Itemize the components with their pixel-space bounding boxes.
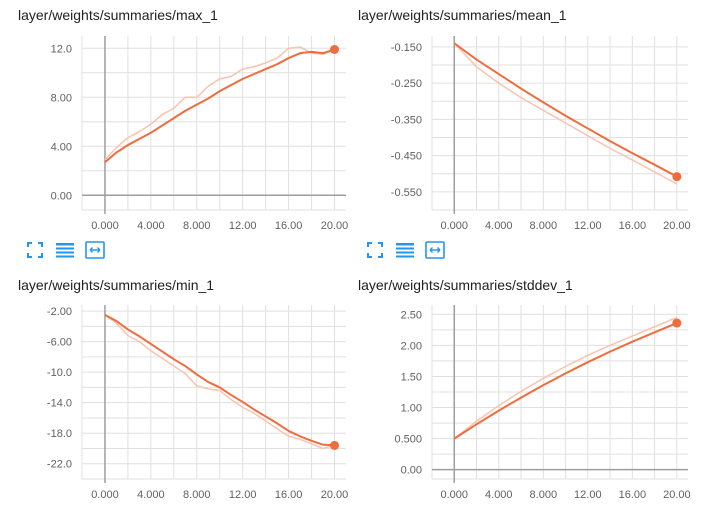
x-tick-label: 4.000 — [485, 489, 513, 501]
fullscreen-icon[interactable] — [365, 240, 385, 260]
y-tick-label: 2.50 — [401, 309, 422, 321]
y-tick-label: 0.00 — [401, 465, 422, 477]
series-line-raw — [453, 316, 678, 440]
chart-title: layer/weights/summaries/stddev_1 — [358, 277, 573, 293]
x-tick-label: 12.00 — [574, 489, 602, 501]
chart-toolbar — [365, 240, 445, 260]
series-line-smoothed — [453, 322, 678, 440]
chart-title: layer/weights/summaries/min_1 — [18, 277, 215, 293]
fit-domain-icon[interactable] — [85, 240, 105, 260]
x-tick-label: 8.000 — [530, 489, 558, 501]
data-table-icon[interactable] — [395, 240, 415, 260]
chart-title: layer/weights/summaries/mean_1 — [358, 7, 567, 23]
last-point-marker — [672, 318, 682, 328]
chart-title: layer/weights/summaries/max_1 — [18, 7, 218, 23]
y-tick-label: 1.50 — [401, 371, 422, 383]
chart-toolbar — [25, 240, 105, 260]
y-tick-label: 2.00 — [401, 340, 422, 352]
fullscreen-icon[interactable] — [25, 240, 45, 260]
x-tick-label: 20.00 — [663, 489, 691, 501]
y-tick-label: 0.500 — [394, 434, 422, 446]
y-tick-label: 1.00 — [401, 403, 422, 415]
x-tick-label: 16.00 — [619, 489, 647, 501]
x-tick-label: 0.000 — [440, 489, 468, 501]
fit-domain-icon[interactable] — [425, 240, 445, 260]
data-table-icon[interactable] — [55, 240, 75, 260]
